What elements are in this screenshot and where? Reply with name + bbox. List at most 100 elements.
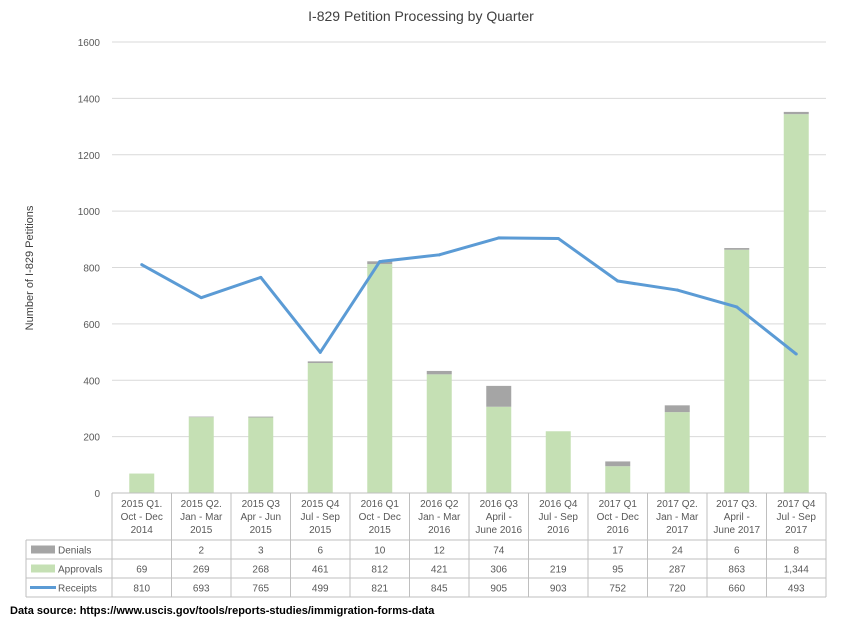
y-tick-label: 600: [83, 320, 100, 331]
data-label-approvals: 69: [136, 565, 148, 576]
legend-key-approvals: [31, 564, 55, 573]
approvals-bar: [307, 363, 333, 493]
y-tick-label: 1400: [78, 94, 101, 105]
denials-bar: [188, 416, 214, 418]
data-label-denials: 74: [493, 546, 505, 557]
approvals-bar: [664, 412, 690, 493]
data-label-denials: 17: [612, 546, 624, 557]
receipts-point: [616, 279, 620, 283]
legend-label-denials: Denials: [58, 546, 91, 557]
data-label-approvals: 863: [728, 565, 745, 576]
data-label-receipts: 821: [371, 584, 388, 595]
category-label: 2015 Q3 Apr - Jun 2015: [240, 499, 281, 536]
chart: I-829 Petition Processing by Quarter Num…: [24, 8, 827, 598]
denials-bar: [486, 385, 512, 407]
y-tick-label: 1200: [78, 151, 101, 162]
denials-bar: [724, 248, 750, 250]
data-label-receipts: 752: [609, 584, 626, 595]
legend-label-approvals: Approvals: [58, 565, 102, 576]
receipts-point: [675, 288, 679, 292]
approvals-bar: [188, 417, 214, 493]
category-label: 2015 Q1. Oct - Dec 2014: [121, 499, 163, 536]
legend-key-denials: [31, 545, 55, 554]
data-table: 2015 Q1. Oct - Dec 2014 2015 Q2. Jan - Mar 20…: [25, 492, 827, 598]
approvals-bar: [486, 406, 512, 493]
denials-bar: [426, 370, 452, 375]
data-label-receipts: 720: [669, 584, 686, 595]
receipts-line-layer: [140, 236, 798, 356]
y-tick-label: 200: [83, 433, 100, 444]
receipts-line: [141, 236, 798, 356]
data-label-denials: 2: [198, 546, 204, 557]
data-label-approvals: 268: [252, 565, 269, 576]
approvals-bar: [545, 431, 571, 493]
legend-label-receipts: Receipts: [58, 584, 97, 595]
y-axis-ticks: 0 200 400 600 800 1000 1200 1400 1600: [78, 38, 101, 500]
category-label: 2017 Q3. April -June 2017: [713, 499, 760, 536]
receipts-point: [259, 275, 263, 279]
denials-bar: [307, 361, 333, 364]
receipts-point: [378, 260, 382, 264]
data-label-denials: 10: [374, 546, 386, 557]
approvals-bar: [783, 114, 809, 493]
approvals-bar: [426, 374, 452, 493]
data-label-approvals: 219: [550, 565, 567, 576]
y-tick-label: 800: [83, 264, 100, 275]
denials-bar: [248, 416, 274, 418]
data-label-receipts: 765: [252, 584, 269, 595]
approvals-bar: [605, 466, 631, 493]
data-label-approvals: 95: [612, 565, 624, 576]
denials-bar: [783, 111, 809, 115]
data-label-receipts: 693: [193, 584, 210, 595]
bars: [129, 111, 809, 493]
data-label-approvals: 269: [193, 565, 210, 576]
receipts-point: [318, 350, 322, 354]
y-tick-label: 1600: [78, 38, 101, 49]
data-label-approvals: 1,344: [784, 565, 809, 576]
category-label: 2016 Q3 April -June 2016: [475, 499, 522, 536]
category-label: 2017 Q4 Jul - Sep 2017: [777, 499, 817, 536]
denials-bar: [605, 461, 631, 467]
data-label-denials: 24: [672, 546, 684, 557]
receipts-point: [437, 253, 441, 257]
data-label-receipts: 905: [490, 584, 507, 595]
approvals-bar: [367, 264, 393, 493]
data-label-denials: 8: [793, 546, 799, 557]
receipts-point: [794, 352, 798, 356]
data-label-denials: 3: [258, 546, 264, 557]
data-label-receipts: 810: [133, 584, 150, 595]
y-tick-label: 0: [94, 489, 100, 500]
approvals-bar: [248, 417, 274, 493]
category-label: 2015 Q4 Jul - Sep 2015: [301, 499, 341, 536]
data-label-receipts: 499: [312, 584, 329, 595]
y-axis-label: Number of I-829 Petitions: [24, 205, 36, 330]
receipts-point: [140, 263, 144, 267]
receipts-point: [556, 236, 560, 240]
denials-bar: [664, 405, 690, 413]
data-label-approvals: 287: [669, 565, 686, 576]
chart-title: I-829 Petition Processing by Quarter: [308, 8, 534, 24]
y-tick-label: 1000: [78, 207, 101, 218]
data-source-note: Data source: https://www.uscis.gov/tools…: [10, 605, 435, 617]
data-label-approvals: 421: [431, 565, 448, 576]
data-label-receipts: 493: [788, 584, 805, 595]
data-label-receipts: 845: [431, 584, 448, 595]
category-label: 2015 Q2. Jan - Mar 2015: [180, 499, 223, 536]
data-label-denials: 6: [317, 546, 323, 557]
data-label-denials: 12: [434, 546, 446, 557]
category-label: 2017 Q2. Jan - Mar 2017: [656, 499, 699, 536]
receipts-point: [735, 305, 739, 309]
category-label: 2016 Q2 Jan - Mar 2016: [418, 499, 461, 536]
gridlines: [112, 41, 826, 494]
data-label-approvals: 461: [312, 565, 329, 576]
data-label-approvals: 306: [490, 565, 507, 576]
approvals-bar: [724, 249, 750, 493]
receipts-point: [199, 296, 203, 300]
receipts-point: [497, 236, 501, 240]
category-label: 2017 Q1 Oct - Dec 2016: [597, 499, 639, 536]
category-label: 2016 Q1 Oct - Dec 2015: [359, 499, 401, 536]
data-label-approvals: 812: [371, 565, 388, 576]
data-label-receipts: 903: [550, 584, 567, 595]
y-tick-label: 400: [83, 376, 100, 387]
approvals-bar: [129, 473, 155, 493]
